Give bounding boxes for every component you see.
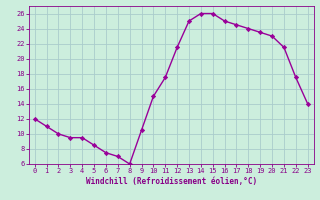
X-axis label: Windchill (Refroidissement éolien,°C): Windchill (Refroidissement éolien,°C) bbox=[86, 177, 257, 186]
